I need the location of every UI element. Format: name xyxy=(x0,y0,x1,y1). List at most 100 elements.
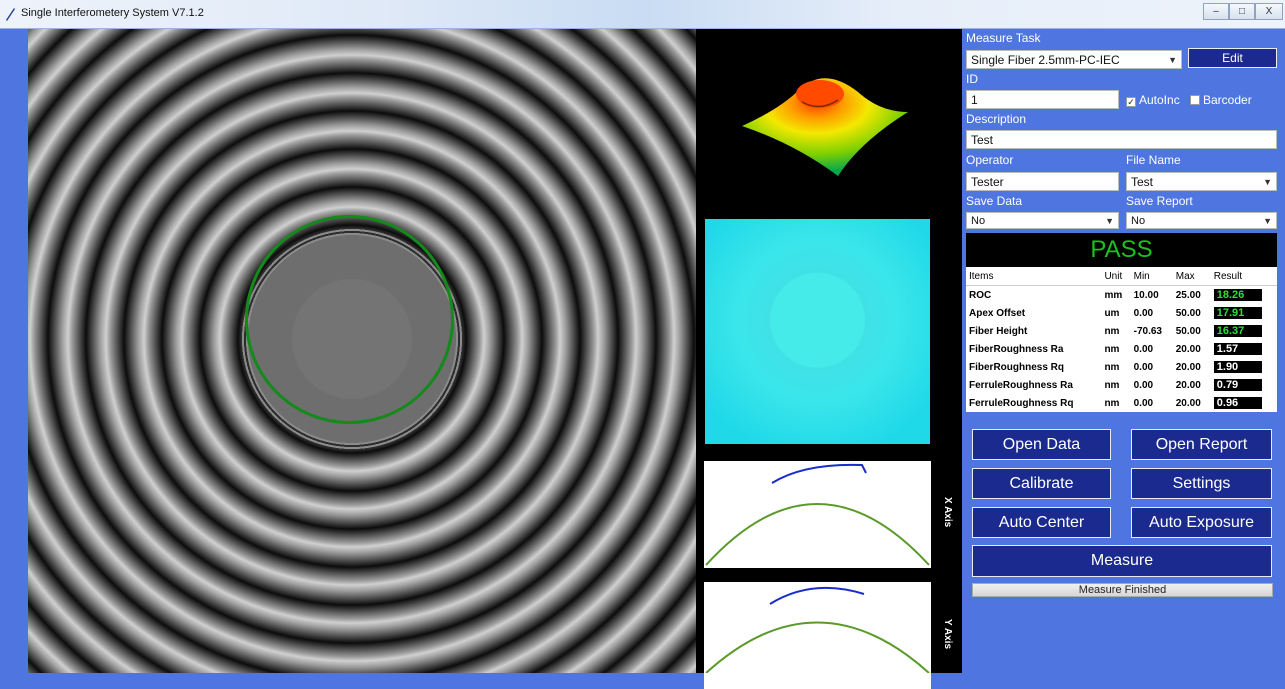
file-name-value: Test xyxy=(1131,175,1154,189)
result-min: 0.00 xyxy=(1133,397,1154,409)
chevron-down-icon: ▼ xyxy=(1263,216,1272,226)
result-cell: 0.79 xyxy=(1211,376,1277,394)
save-report-select[interactable]: No ▼ xyxy=(1126,212,1277,229)
result-cell: 17.91 xyxy=(1211,304,1277,322)
x-axis-label: X Axis xyxy=(942,497,953,528)
result-item: Apex Offset xyxy=(969,307,1026,319)
result-min: -70.63 xyxy=(1133,325,1162,337)
result-value: 17.91 xyxy=(1213,307,1262,319)
chevron-down-icon: ▼ xyxy=(1168,55,1177,65)
result-item: Fiber Height xyxy=(969,325,1028,337)
result-item: ROC xyxy=(969,289,992,301)
edit-button[interactable]: Edit xyxy=(1188,48,1277,68)
result-item: FerruleRoughness Rq xyxy=(969,397,1074,409)
checked-icon: ✓ xyxy=(1126,97,1136,107)
barcoder-label: Barcoder xyxy=(1203,93,1252,107)
operator-label: Operator xyxy=(966,153,1014,167)
result-value: 1.90 xyxy=(1213,361,1262,373)
file-name-label: File Name xyxy=(1126,153,1181,167)
result-min: 0.00 xyxy=(1133,361,1154,373)
chevron-down-icon: ▼ xyxy=(1263,177,1272,187)
result-cell: 16.37 xyxy=(1211,322,1277,340)
result-unit: nm xyxy=(1104,343,1120,355)
result-row: FerruleRoughness Rq nm 0.00 20.00 0.96 xyxy=(966,394,1277,412)
header-unit: Unit xyxy=(1101,267,1131,286)
result-max: 50.00 xyxy=(1175,325,1201,337)
result-row: FiberRoughness Ra nm 0.00 20.00 1.57 xyxy=(966,340,1277,358)
autoinc-checkbox[interactable]: ✓ AutoInc xyxy=(1126,93,1180,107)
measure-task-select[interactable]: Single Fiber 2.5mm-PC-IEC ▼ xyxy=(966,50,1182,69)
result-max: 25.00 xyxy=(1175,289,1201,301)
result-value: 1.57 xyxy=(1213,343,1262,355)
auto-exposure-button[interactable]: Auto Exposure xyxy=(1131,507,1272,538)
unchecked-icon xyxy=(1190,95,1200,105)
save-data-select[interactable]: No ▼ xyxy=(966,212,1119,229)
save-data-value: No xyxy=(971,215,986,227)
result-unit: mm xyxy=(1104,289,1123,301)
open-report-button[interactable]: Open Report xyxy=(1131,429,1272,460)
result-row: FiberRoughness Rq nm 0.00 20.00 1.90 xyxy=(966,358,1277,376)
result-unit: nm xyxy=(1104,397,1120,409)
window-title: Single Interferometery System V7.1.2 xyxy=(21,7,204,19)
fringe-image xyxy=(28,29,696,673)
id-input[interactable]: 1 xyxy=(966,90,1119,109)
left-border xyxy=(0,29,28,673)
save-data-label: Save Data xyxy=(966,194,1023,208)
result-max: 20.00 xyxy=(1175,343,1201,355)
result-cell: 18.26 xyxy=(1211,286,1277,305)
result-min: 10.00 xyxy=(1133,289,1159,301)
title-bar: Single Interferometery System V7.1.2 – □… xyxy=(0,0,1285,29)
header-min: Min xyxy=(1130,267,1173,286)
header-items: Items xyxy=(966,267,1102,286)
settings-button[interactable]: Settings xyxy=(1131,468,1272,499)
result-max: 50.00 xyxy=(1175,307,1201,319)
calibrate-button[interactable]: Calibrate xyxy=(972,468,1111,499)
result-row: Fiber Height nm -70.63 50.00 16.37 xyxy=(966,322,1277,340)
result-row: FerruleRoughness Ra nm 0.00 20.00 0.79 xyxy=(966,376,1277,394)
maximize-button[interactable]: □ xyxy=(1229,3,1255,20)
file-name-select[interactable]: Test ▼ xyxy=(1126,172,1277,191)
result-max: 20.00 xyxy=(1175,361,1201,373)
result-cell: 0.96 xyxy=(1211,394,1277,412)
y-axis-label: Y Axis xyxy=(942,619,953,650)
description-input[interactable]: Test xyxy=(966,130,1277,149)
operator-input[interactable]: Tester xyxy=(966,172,1119,191)
control-panel: Measure Task Single Fiber 2.5mm-PC-IEC ▼… xyxy=(962,29,1285,673)
result-min: 0.00 xyxy=(1133,307,1154,319)
fiber-heightmap xyxy=(705,219,930,444)
result-cell: 1.90 xyxy=(1211,358,1277,376)
barcoder-checkbox[interactable]: Barcoder xyxy=(1190,93,1252,107)
measure-button[interactable]: Measure xyxy=(972,545,1272,577)
result-item: FerruleRoughness Ra xyxy=(969,379,1073,391)
app-icon xyxy=(6,8,15,21)
id-label: ID xyxy=(966,72,978,86)
chevron-down-icon: ▼ xyxy=(1105,216,1114,226)
visualization-panel: X Axis Y Axis xyxy=(696,29,962,689)
close-button[interactable]: X xyxy=(1255,3,1283,20)
open-data-button[interactable]: Open Data xyxy=(972,429,1111,460)
result-row: Apex Offset um 0.00 50.00 17.91 xyxy=(966,304,1277,322)
minimize-button[interactable]: – xyxy=(1203,3,1229,20)
header-max: Max xyxy=(1172,267,1211,286)
auto-center-button[interactable]: Auto Center xyxy=(972,507,1111,538)
results-table: Items Unit Min Max Result ROC mm 10.00 25.0… xyxy=(966,267,1277,412)
result-cell: 1.57 xyxy=(1211,340,1277,358)
result-unit: nm xyxy=(1104,325,1120,337)
result-row: ROC mm 10.00 25.00 18.26 xyxy=(966,286,1277,305)
result-item: FiberRoughness Ra xyxy=(969,343,1064,355)
result-value: 0.79 xyxy=(1213,379,1262,391)
autoinc-label: AutoInc xyxy=(1139,93,1180,107)
header-result: Result xyxy=(1210,267,1277,286)
result-unit: nm xyxy=(1104,361,1120,373)
fiber-detection-ring xyxy=(245,215,454,424)
result-value: 18.26 xyxy=(1213,289,1262,301)
result-min: 0.00 xyxy=(1133,343,1154,355)
description-label: Description xyxy=(966,112,1027,126)
measure-task-label: Measure Task xyxy=(966,31,1041,45)
result-max: 20.00 xyxy=(1175,397,1201,409)
surface-3d-view xyxy=(742,78,908,176)
results-header-row: Items Unit Min Max Result xyxy=(966,267,1277,286)
result-value: 16.37 xyxy=(1213,325,1262,337)
status-bar: Measure Finished xyxy=(972,583,1273,597)
y-axis-profile-plot xyxy=(704,582,931,689)
